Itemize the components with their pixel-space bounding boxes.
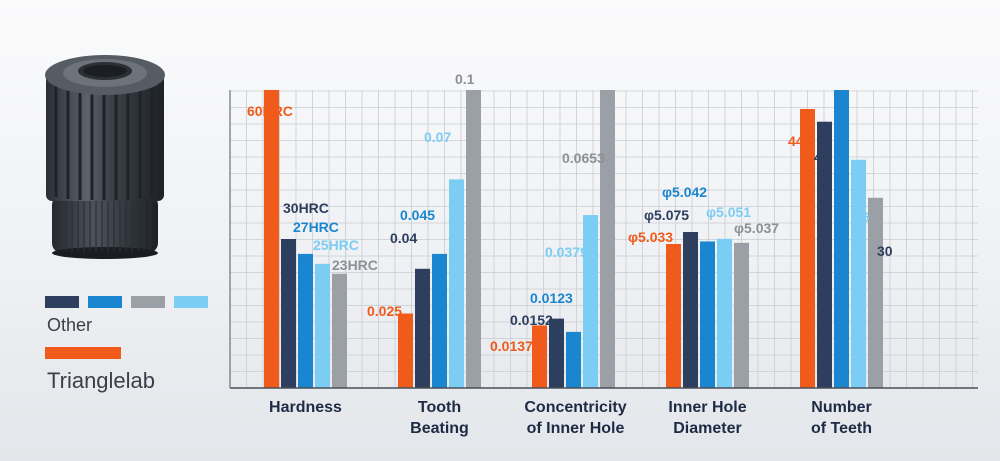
value-label-other-2: 47 — [834, 118, 850, 134]
legend-swatch-other-1 — [45, 296, 79, 308]
value-label-other-3: φ5.037 — [734, 220, 779, 236]
bar-other-2 — [566, 331, 581, 388]
bar-other-4 — [583, 215, 598, 388]
bar-trianglelab — [800, 109, 815, 389]
bar-other-2 — [700, 241, 715, 388]
value-label-other-2: 27HRC — [293, 219, 339, 235]
value-label-other-1: 42 — [814, 149, 830, 165]
category-label: Tooth — [418, 399, 461, 416]
bar-other-3 — [734, 242, 749, 388]
value-label-other-2: 0.045 — [400, 207, 435, 223]
value-label-other-3: 0.0653 — [562, 150, 605, 166]
bar-other-1 — [415, 268, 430, 388]
value-label-trianglelab: 44 — [788, 133, 804, 149]
value-label-other-2: 0.0123 — [530, 290, 573, 306]
chart-category-labels: Hardness Tooth Beating Concentricity of Inne… — [269, 399, 872, 437]
value-label-other-2: φ5.042 — [662, 184, 707, 200]
value-label-other-1: 0.0152 — [510, 312, 553, 328]
bar-other-1 — [817, 121, 832, 389]
value-label-other-4: 36 — [854, 209, 870, 225]
bar-other-3 — [332, 273, 347, 388]
bar-other-2 — [834, 90, 849, 388]
bar-other-4 — [717, 238, 732, 388]
bar-other-3 — [466, 90, 481, 388]
category-label: Number — [811, 399, 871, 416]
bar-other-1 — [683, 232, 698, 388]
legend-label-trianglelab: Trianglelab — [47, 368, 156, 393]
bar-other-2 — [432, 253, 447, 388]
category-label: Diameter — [673, 420, 741, 437]
value-label-trianglelab: 0.025 — [367, 303, 402, 319]
category-label: Concentricity — [524, 399, 626, 416]
bar-other-1 — [549, 318, 564, 388]
bar-other-4 — [851, 159, 866, 388]
value-label-other-4: 25HRC — [313, 237, 359, 253]
bar-trianglelab — [398, 313, 413, 388]
value-label-other-1: φ5.075 — [644, 207, 689, 223]
legend-swatch-other-4 — [174, 296, 208, 308]
category-label: Beating — [410, 420, 469, 437]
category-label: of Inner Hole — [527, 420, 625, 437]
legend-swatch-other-2 — [88, 296, 122, 308]
value-label-other-1: 0.04 — [390, 230, 417, 246]
bar-trianglelab — [532, 325, 547, 388]
bar-other-4 — [315, 263, 330, 388]
gear-product-image — [45, 55, 165, 259]
value-label-other-3: 23HRC — [332, 257, 378, 273]
value-label-other-4: 0.0379 — [545, 244, 588, 260]
legend-swatch-other-3 — [131, 296, 165, 308]
value-label-trianglelab: 60HRC — [247, 103, 293, 119]
category-label: Inner Hole — [668, 399, 746, 416]
value-label-other-3: 30 — [877, 243, 893, 259]
value-label-trianglelab: φ5.033 — [628, 229, 673, 245]
category-label: of Teeth — [811, 420, 872, 437]
bar-trianglelab — [666, 244, 681, 388]
bar-other-3 — [868, 197, 883, 388]
value-label-other-3: 0.1 — [455, 71, 475, 87]
chart-bars — [264, 90, 883, 389]
chart-value-labels: 60HRC 30HRC 27HRC 25HRC 23HRC 0.025 0.04 0.045 0… — [247, 71, 893, 354]
value-label-other-1: 30HRC — [283, 200, 329, 216]
value-label-trianglelab: 0.0137 — [490, 338, 533, 354]
value-label-other-4: 0.07 — [424, 129, 451, 145]
bar-trianglelab — [264, 90, 279, 388]
legend-label-other: Other — [47, 315, 93, 335]
bar-other-4 — [449, 179, 464, 388]
bar-other-3 — [600, 90, 615, 388]
value-label-other-4: φ5.051 — [706, 204, 751, 220]
legend-swatch-trianglelab — [45, 347, 121, 359]
category-label: Hardness — [269, 399, 342, 416]
bar-other-1 — [281, 239, 296, 388]
bar-other-2 — [298, 253, 313, 388]
